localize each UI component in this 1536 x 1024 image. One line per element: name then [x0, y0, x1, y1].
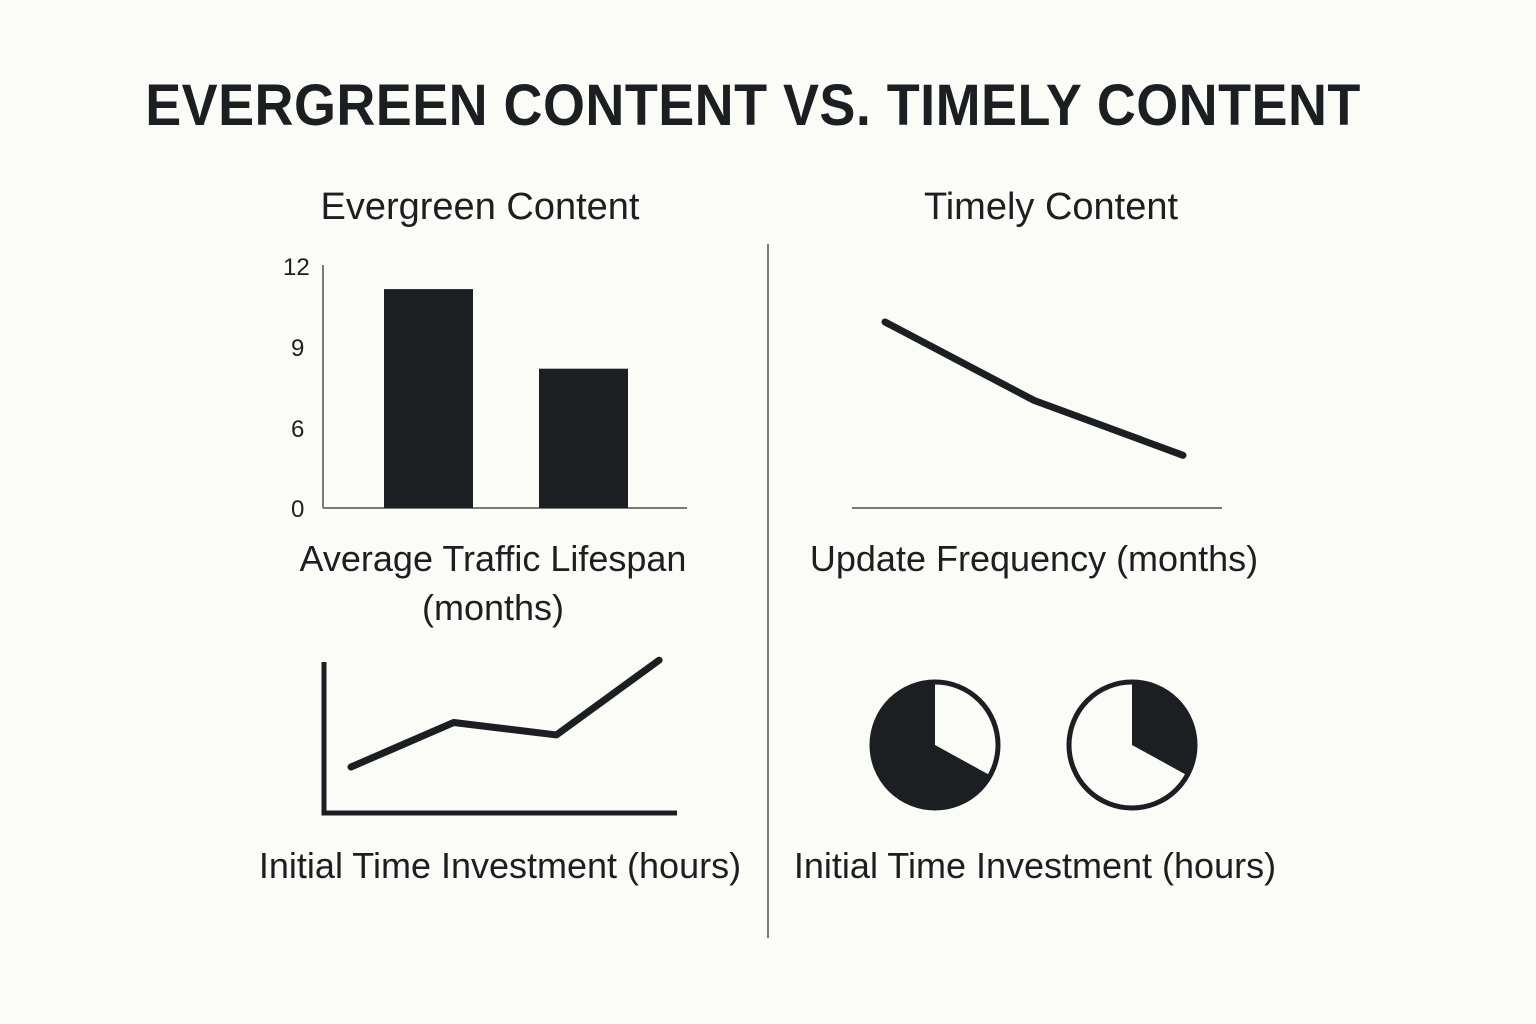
bar	[539, 368, 628, 508]
timely-section-title: Timely Content	[923, 186, 1179, 228]
update-chart-x-label: Update Frequency (months)	[809, 538, 1259, 579]
evergreen-section-title: Evergreen Content	[320, 186, 640, 228]
line-chart-axes	[321, 662, 677, 816]
main-title: EVERGREEN CONTENT VS. TIMELY CONTENT	[145, 73, 1361, 138]
y-tick-label: 12	[283, 254, 310, 281]
y-tick-label: 0	[291, 496, 305, 523]
bar-chart-x-label: Average Traffic Lifespan (months)	[299, 538, 687, 628]
series-line	[347, 656, 663, 771]
bar	[384, 289, 473, 508]
series-line	[881, 318, 1187, 459]
line-chart-x-label: Initial Time Investment (hours)	[258, 845, 742, 886]
pie-chart-x-label: Initial Time Investment (hours)	[793, 845, 1277, 886]
update-frequency-line-chart	[852, 318, 1222, 509]
bar-chart	[322, 265, 687, 509]
pie-slice	[1132, 683, 1194, 775]
time-investment-pies	[869, 679, 1198, 811]
y-tick-label: 6	[291, 416, 305, 443]
y-tick-label: 9	[291, 335, 305, 362]
time-investment-line-chart	[321, 656, 677, 816]
pie-slice	[872, 683, 990, 807]
